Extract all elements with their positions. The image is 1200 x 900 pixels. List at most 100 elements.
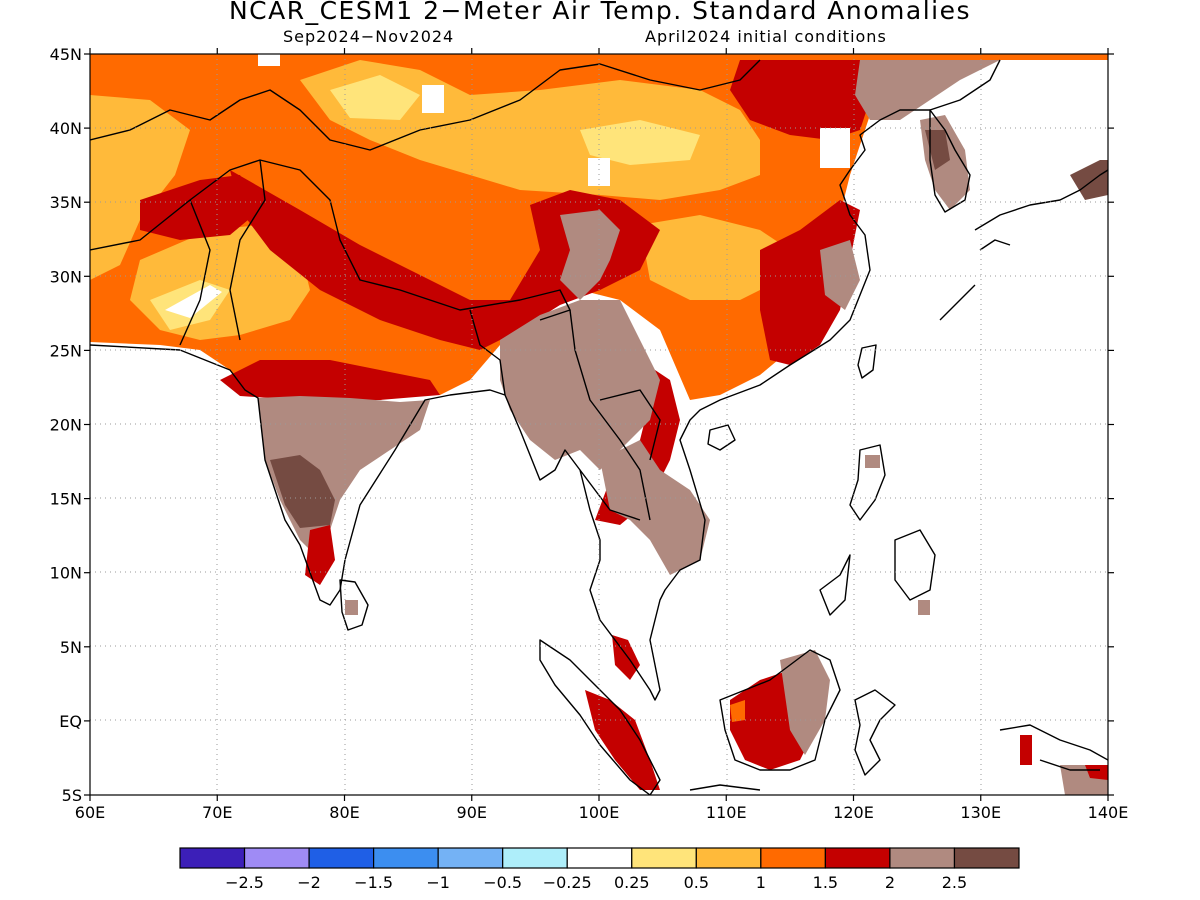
lat-label: 5N: [60, 638, 82, 657]
coastline-hainan: [707, 424, 736, 451]
anomaly-region-brown-luzon: [865, 455, 880, 468]
anomaly-gap-2: [422, 85, 444, 113]
border-3: [179, 199, 211, 346]
anomaly-region-brown-borneo: [780, 650, 830, 755]
colorbar-labels: −2.5 −2 −1.5 −1 −0.5 −0.25 0.25 0.5 1 1.5 2 2.5: [225, 873, 967, 892]
anomaly-region-brown-northeast: [855, 60, 1000, 120]
anomaly-region-brown-thailand: [600, 440, 710, 575]
colorbar-label: −2: [297, 873, 321, 892]
colorbar: [179, 847, 1020, 869]
lon-label: 70E: [202, 803, 232, 822]
initial-conditions: April2024 initial conditions: [645, 27, 887, 46]
map-title: NCAR_CESM1 2−Meter Air Temp. Standard An…: [228, 0, 972, 25]
border-5: [469, 309, 506, 396]
colorbar-swatch: [308, 847, 375, 869]
colorbar-label: −0.5: [483, 873, 522, 892]
graticule: [90, 54, 1108, 795]
anomaly-region-white-1: [165, 285, 222, 318]
colorbar-label: 2: [885, 873, 895, 892]
coastline-mindanao: [894, 529, 936, 601]
anomaly-region-brown-tibet: [560, 210, 620, 300]
lat-label: EQ: [59, 712, 82, 731]
colorbar-swatch: [373, 847, 439, 869]
longitude-labels: 60E 70E 80E 90E 100E 110E 120E 130E 140E: [75, 803, 1129, 822]
anomaly-region-red-himalaya: [230, 170, 660, 350]
coastline-borneo: [719, 649, 841, 771]
coastline-new-guinea: [999, 724, 1108, 771]
lat-label: 10N: [50, 564, 82, 583]
colorbar-label: 0.25: [614, 873, 650, 892]
anomaly-region-red-papua: [1085, 765, 1108, 780]
colorbar-label: 1.5: [813, 873, 838, 892]
colorbar-swatch: [889, 847, 956, 869]
lat-label: 15N: [50, 490, 82, 509]
colorbar-swatch: [953, 847, 1020, 869]
anomaly-region-red-west: [140, 175, 260, 240]
forecast-period: Sep2024−Nov2024: [283, 27, 455, 46]
lat-label: 40N: [50, 119, 82, 138]
coastline-java: [689, 784, 761, 791]
coastlines: [90, 59, 1108, 795]
colorbar-label: −1.5: [354, 873, 393, 892]
colorbar-swatch: [437, 847, 504, 869]
anomaly-gap-3: [588, 158, 610, 186]
anomaly-region-red-india-south: [305, 525, 335, 585]
lat-label: 25N: [50, 341, 82, 360]
colorbar-label: 2.5: [942, 873, 967, 892]
lat-label: 30N: [50, 267, 82, 286]
anomaly-region-orange-borneo: [730, 700, 745, 722]
anomaly-region-brown-japan: [1070, 160, 1108, 200]
colorbar-label: −1: [426, 873, 450, 892]
anomaly-region-dark-brown-korea: [925, 130, 950, 170]
coastline-sumatra: [539, 639, 661, 795]
coastline-sri-lanka: [339, 579, 369, 631]
border-4: [229, 159, 266, 341]
border-6: [569, 309, 651, 521]
anomaly-region-yellow-2: [580, 120, 700, 165]
anomaly-region-red-northeast: [730, 60, 870, 140]
coastline-japan: [939, 169, 1108, 321]
colorbar-swatch: [631, 847, 697, 869]
anomaly-region-dark-brown-india: [270, 455, 335, 528]
colorbar-swatch: [179, 847, 246, 869]
colorbar-swatch: [502, 847, 568, 869]
border-1: [90, 159, 571, 321]
colorbar-label: 0.5: [684, 873, 709, 892]
lon-label: 90E: [457, 803, 487, 822]
lat-label: 20N: [50, 416, 82, 435]
anomaly-region-brown-east-china: [820, 240, 860, 310]
coastline-taiwan: [857, 344, 877, 379]
lat-label: 35N: [50, 193, 82, 212]
colorbar-label: −0.25: [543, 873, 592, 892]
lat-label: 5S: [62, 786, 82, 805]
border-2: [90, 59, 761, 151]
anomaly-region-light-orange-west: [90, 95, 190, 280]
border-7: [599, 389, 661, 461]
lon-label: 60E: [75, 803, 105, 822]
latitude-labels: 45N 40N 35N 30N 25N 20N 15N 10N 5N EQ 5S: [50, 45, 82, 805]
lon-label: 140E: [1088, 803, 1129, 822]
colorbar-label: 1: [756, 873, 766, 892]
colorbar-swatch: [760, 847, 826, 869]
anomaly-region-brown-sri-lanka: [345, 600, 358, 615]
coastline-sulawesi: [854, 689, 896, 776]
anomaly-region-red-sumatra: [585, 690, 660, 790]
anomaly-gap-1: [258, 54, 280, 66]
lon-label: 110E: [706, 803, 747, 822]
coastline-korea: [929, 109, 971, 213]
colorbar-swatch: [566, 847, 633, 869]
anomaly-region-brown-philippines: [918, 600, 930, 615]
lon-label: 130E: [960, 803, 1001, 822]
colorbar-swatch: [695, 847, 762, 869]
anomaly-field: [90, 54, 1108, 795]
anomaly-region-red-east-coast: [760, 200, 860, 365]
anomaly-region-red-north-plain: [220, 360, 440, 400]
anomaly-gap-4: [820, 128, 850, 168]
anomaly-region-red-new-guinea-west: [1020, 735, 1032, 765]
lat-label: 45N: [50, 45, 82, 64]
colorbar-swatch: [243, 847, 310, 869]
coastline-luzon: [849, 444, 886, 521]
lon-label: 80E: [329, 803, 359, 822]
axis-ticks: [84, 48, 1114, 801]
